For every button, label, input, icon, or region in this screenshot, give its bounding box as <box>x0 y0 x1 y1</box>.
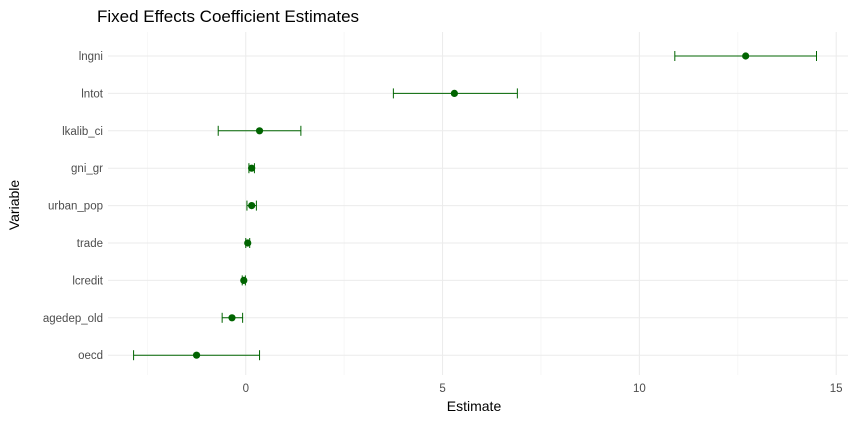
chart-title: Fixed Effects Coefficient Estimates <box>97 7 359 26</box>
coef-lngni <box>674 51 818 61</box>
x-tick-label: 15 <box>830 383 843 395</box>
coef-agedep_old <box>221 312 244 323</box>
estimate-point <box>450 89 458 97</box>
coef-urban_pop <box>246 200 257 211</box>
estimate-point <box>192 351 201 359</box>
coef-oecd <box>133 350 261 361</box>
x-tick-label: 5 <box>439 383 445 395</box>
y-tick-label: lcredit <box>72 275 103 287</box>
coef-gni_gr <box>248 163 256 174</box>
x-tick-labels: 0 5 10 15 <box>243 383 843 395</box>
y-tick-label: lntot <box>81 88 104 100</box>
coef-trade <box>244 238 252 248</box>
y-tick-label: lkalib_ci <box>62 126 103 138</box>
y-tick-label: lngni <box>79 51 103 63</box>
grid-lines <box>108 32 848 375</box>
estimate-point <box>255 127 264 135</box>
coefficient-marks <box>133 51 818 361</box>
y-tick-label: agedep_old <box>43 313 103 325</box>
x-tick-label: 0 <box>243 383 249 395</box>
x-axis-title: Estimate <box>447 398 502 414</box>
estimate-point <box>248 164 256 172</box>
x-tick-label: 10 <box>633 383 646 395</box>
estimate-point <box>742 52 750 60</box>
coef-lcredit <box>240 275 248 286</box>
estimate-point <box>240 276 248 284</box>
estimate-point <box>244 239 252 247</box>
coef-lkalib_ci <box>217 125 302 136</box>
y-axis-title: Variable <box>6 180 22 231</box>
coef-lntot <box>392 88 518 99</box>
y-tick-label: urban_pop <box>48 201 103 213</box>
y-tick-label: gni_gr <box>71 163 103 175</box>
estimate-point <box>248 202 256 210</box>
y-tick-label: trade <box>77 238 103 250</box>
y-tick-label: oecd <box>78 350 103 362</box>
estimate-point <box>228 314 236 322</box>
